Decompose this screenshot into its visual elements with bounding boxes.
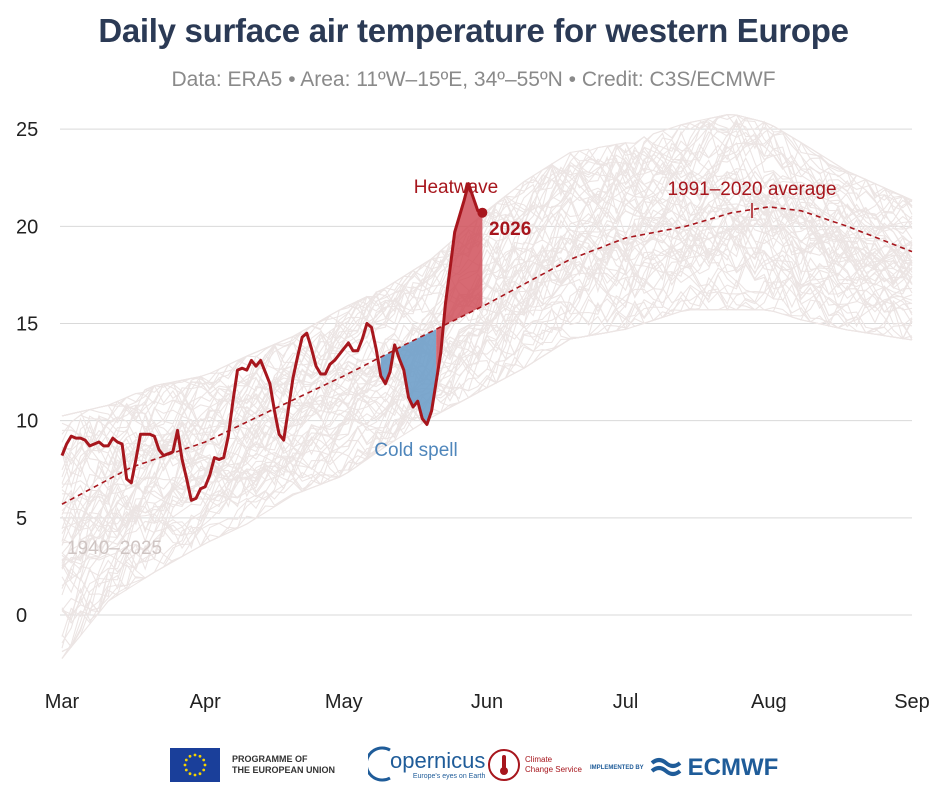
history-line (61, 202, 913, 554)
footer-logos: PROGRAMME OF THE EUROPEAN UNION opernicu… (0, 740, 947, 800)
chart-title: Daily surface air temperature for wester… (98, 12, 849, 49)
average-line (61, 206, 913, 505)
copernicus-c-icon (368, 746, 391, 782)
heatwave-area (436, 183, 483, 382)
grid-lines (60, 128, 912, 616)
x-tick-label: Aug (751, 691, 787, 713)
history-line (61, 275, 913, 659)
series-2026-group (60, 182, 488, 502)
x-tick-label: Jun (471, 691, 503, 713)
x-tick-label: May (325, 691, 363, 713)
cold-spell-label: Cold spell (374, 440, 457, 461)
c3s-text-line2: Change Service (525, 765, 582, 774)
copernicus-logo: opernicus Europe's eyes on Earth (368, 744, 485, 784)
thermometer-icon (488, 749, 520, 781)
ecmwf-logo: IMPLEMENTED BY ECMWF (590, 754, 778, 782)
y-tick-label: 0 (16, 605, 27, 627)
temperature-chart: 0 5 10 15 20 25 Mar Apr May Jun Jul Aug Sep 1940–20… (16, 114, 930, 713)
history-line (61, 119, 913, 489)
history-line (61, 287, 913, 659)
ecmwf-wave-icon (650, 758, 681, 776)
history-line (61, 170, 913, 532)
history-line (61, 226, 913, 564)
history-line (61, 203, 913, 544)
history-line (61, 210, 913, 587)
chart-subtitle: Data: ERA5 • Area: 11ºW–15ºE, 34º–55ºN •… (171, 68, 776, 91)
history-line (61, 162, 913, 466)
eu-logo: PROGRAMME OF THE EUROPEAN UNION (170, 748, 335, 782)
current-year-label: 2026 (489, 219, 531, 240)
history-line (61, 221, 913, 589)
history-line (61, 196, 913, 594)
copernicus-text: opernicus (390, 747, 486, 773)
history-line (61, 227, 913, 644)
y-tick-label: 25 (16, 119, 38, 141)
annotations: 1940–2025 1991–2020 average Heatwave Col… (67, 177, 837, 559)
history-line (61, 114, 913, 486)
implemented-by-text: IMPLEMENTED BY (590, 765, 644, 771)
eu-text-line2: THE EUROPEAN UNION (232, 765, 336, 775)
history-line (61, 252, 913, 624)
history-line (61, 114, 913, 443)
cold-spell-area (380, 329, 437, 425)
history-line (61, 201, 913, 581)
x-tick-label: Apr (190, 691, 221, 713)
y-tick-label: 10 (16, 411, 38, 433)
x-tick-labels: Mar Apr May Jun Jul Aug Sep (45, 691, 930, 713)
y-tick-label: 20 (16, 216, 38, 238)
history-line (61, 182, 913, 569)
history-line (61, 131, 913, 450)
eu-text-line1: PROGRAMME OF (232, 754, 308, 764)
history-lines (61, 114, 913, 659)
history-line (61, 193, 913, 541)
history-line (61, 185, 913, 570)
y-tick-label: 15 (16, 313, 38, 335)
average-line-group (61, 206, 913, 505)
c3s-logo: Climate Change Service (487, 748, 582, 782)
average-label: 1991–2020 average (667, 179, 836, 200)
x-tick-label: Sep (894, 691, 930, 713)
y-tick-labels: 0 5 10 15 20 25 (16, 119, 38, 627)
ecmwf-text: ECMWF (687, 754, 779, 781)
copernicus-subtext: Europe's eyes on Earth (412, 772, 486, 780)
history-line (61, 121, 913, 480)
history-line (62, 142, 913, 489)
c3s-text-line1: Climate (525, 755, 553, 764)
eu-flag-icon (170, 748, 220, 782)
history-line (61, 218, 913, 569)
history-line (61, 122, 913, 478)
x-tick-label: Jul (613, 691, 639, 713)
series-2026-line (60, 182, 483, 502)
heatwave-label: Heatwave (414, 177, 499, 198)
history-line (61, 225, 913, 622)
x-tick-label: Mar (45, 691, 80, 713)
y-tick-label: 5 (16, 508, 27, 530)
series-2026-endpoint (477, 207, 488, 218)
history-line (61, 208, 913, 564)
anomaly-fills (380, 183, 483, 425)
history-label: 1940–2025 (67, 538, 162, 559)
history-line (61, 224, 913, 594)
history-line (61, 265, 913, 620)
